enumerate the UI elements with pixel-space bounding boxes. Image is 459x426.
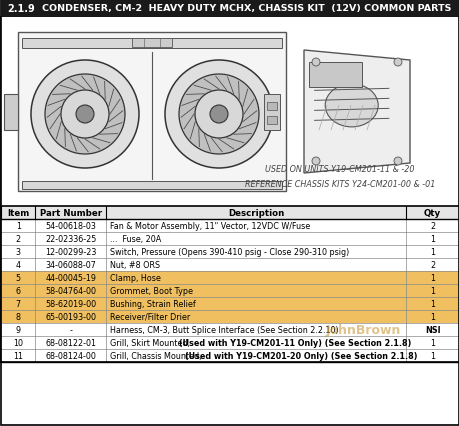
Bar xyxy=(1,297,458,310)
Text: JohnBrown: JohnBrown xyxy=(325,323,400,336)
Text: Clamp, Hose: Clamp, Hose xyxy=(110,273,161,282)
Circle shape xyxy=(311,158,319,166)
Bar xyxy=(1,349,458,362)
Text: 1: 1 xyxy=(429,351,434,360)
Circle shape xyxy=(45,75,125,155)
Bar xyxy=(4,95,18,131)
Bar xyxy=(266,117,276,125)
Bar xyxy=(1,284,458,297)
Text: 65-00193-00: 65-00193-00 xyxy=(45,312,96,321)
Text: 1: 1 xyxy=(429,286,434,295)
Text: NSI: NSI xyxy=(424,325,440,334)
Ellipse shape xyxy=(325,85,377,127)
Bar xyxy=(263,95,280,131)
Text: Bushing, Strain Relief: Bushing, Strain Relief xyxy=(110,299,196,308)
Bar xyxy=(1,336,458,349)
Text: 2.1.9: 2.1.9 xyxy=(7,4,35,14)
Circle shape xyxy=(393,59,401,67)
Text: 12-00299-23: 12-00299-23 xyxy=(45,248,96,256)
Text: Nut, #8 ORS: Nut, #8 ORS xyxy=(110,260,160,269)
Text: Switch, Pressure (Opens 390-410 psig - Close 290-310 psig): Switch, Pressure (Opens 390-410 psig - C… xyxy=(110,248,349,256)
Text: Description: Description xyxy=(228,208,284,218)
Text: 44-00045-19: 44-00045-19 xyxy=(45,273,96,282)
Text: CONDENSER, CM-2  HEAVY DUTY MCHX, CHASSIS KIT  (12V) COMMON PARTS: CONDENSER, CM-2 HEAVY DUTY MCHX, CHASSIS… xyxy=(42,5,450,14)
Text: 4: 4 xyxy=(16,260,21,269)
Circle shape xyxy=(311,59,319,67)
Bar xyxy=(1,310,458,323)
Text: 2: 2 xyxy=(429,260,434,269)
Text: 1: 1 xyxy=(429,338,434,347)
Text: 1: 1 xyxy=(429,312,434,321)
Text: 68-08122-01: 68-08122-01 xyxy=(45,338,96,347)
Bar xyxy=(1,219,458,233)
Text: -: - xyxy=(69,325,72,334)
Text: (Used with Y19-CM201-11 Only) (See Section 2.1.8): (Used with Y19-CM201-11 Only) (See Secti… xyxy=(178,338,410,347)
Bar xyxy=(1,245,458,259)
Circle shape xyxy=(31,61,139,169)
Bar xyxy=(1,271,458,284)
Text: Grommet, Boot Type: Grommet, Boot Type xyxy=(110,286,193,295)
Text: 3: 3 xyxy=(16,248,21,256)
Text: 1: 1 xyxy=(16,222,21,230)
Text: 58-62019-00: 58-62019-00 xyxy=(45,299,96,308)
Text: 1: 1 xyxy=(429,273,434,282)
Text: (Used with Y19-CM201-20 Only) (See Section 2.1.8): (Used with Y19-CM201-20 Only) (See Secti… xyxy=(185,351,416,360)
Text: Harness, CM-3, Butt Splice Interface (See Section 2.2.10): Harness, CM-3, Butt Splice Interface (Se… xyxy=(110,325,338,334)
Text: 1: 1 xyxy=(429,248,434,256)
Bar xyxy=(1,233,458,245)
Text: 8: 8 xyxy=(16,312,21,321)
Text: 54-00618-03: 54-00618-03 xyxy=(45,222,96,230)
Text: 58-04764-00: 58-04764-00 xyxy=(45,286,96,295)
Bar xyxy=(18,33,285,192)
Text: Grill, Chassis Mounted,: Grill, Chassis Mounted, xyxy=(110,351,204,360)
Text: 34-06088-07: 34-06088-07 xyxy=(45,260,96,269)
Polygon shape xyxy=(303,51,409,173)
Bar xyxy=(266,103,276,111)
Text: Item: Item xyxy=(7,208,29,218)
Bar xyxy=(308,63,361,88)
Bar xyxy=(1,18,458,207)
Circle shape xyxy=(76,106,94,124)
Text: REFERENCE CHASSIS KITS Y24-CM201-00 & -01: REFERENCE CHASSIS KITS Y24-CM201-00 & -0… xyxy=(244,180,434,189)
Text: 7: 7 xyxy=(16,299,21,308)
Bar xyxy=(1,0,458,18)
Bar xyxy=(1,323,458,336)
Circle shape xyxy=(195,91,242,139)
Text: 9: 9 xyxy=(16,325,21,334)
Text: 1: 1 xyxy=(429,234,434,243)
Bar xyxy=(132,39,172,48)
Text: 2: 2 xyxy=(429,222,434,230)
Text: 2: 2 xyxy=(16,234,21,243)
Text: 11: 11 xyxy=(13,351,23,360)
Circle shape xyxy=(61,91,109,139)
Text: 10: 10 xyxy=(13,338,23,347)
Text: 6: 6 xyxy=(16,286,21,295)
Text: USED ON UNITS Y19-CM201-11 & -20: USED ON UNITS Y19-CM201-11 & -20 xyxy=(265,164,414,173)
Circle shape xyxy=(179,75,258,155)
Text: Receiver/Filter Drier: Receiver/Filter Drier xyxy=(110,312,190,321)
Bar xyxy=(1,259,458,271)
Text: 5: 5 xyxy=(16,273,21,282)
Text: Fan & Motor Assembly, 11" Vector, 12VDC W/Fuse: Fan & Motor Assembly, 11" Vector, 12VDC … xyxy=(110,222,310,230)
Text: 68-08124-00: 68-08124-00 xyxy=(45,351,96,360)
Bar xyxy=(22,39,281,49)
Text: 1: 1 xyxy=(429,299,434,308)
Text: Qty: Qty xyxy=(423,208,440,218)
Text: Grill, Skirt Mounted,: Grill, Skirt Mounted, xyxy=(110,338,192,347)
Text: Part Number: Part Number xyxy=(39,208,102,218)
Text: ...  Fuse, 20A: ... Fuse, 20A xyxy=(110,234,161,243)
Bar xyxy=(22,181,281,190)
Bar xyxy=(1,207,458,219)
Circle shape xyxy=(210,106,228,124)
Circle shape xyxy=(165,61,272,169)
Circle shape xyxy=(393,158,401,166)
Text: 22-02336-25: 22-02336-25 xyxy=(45,234,96,243)
